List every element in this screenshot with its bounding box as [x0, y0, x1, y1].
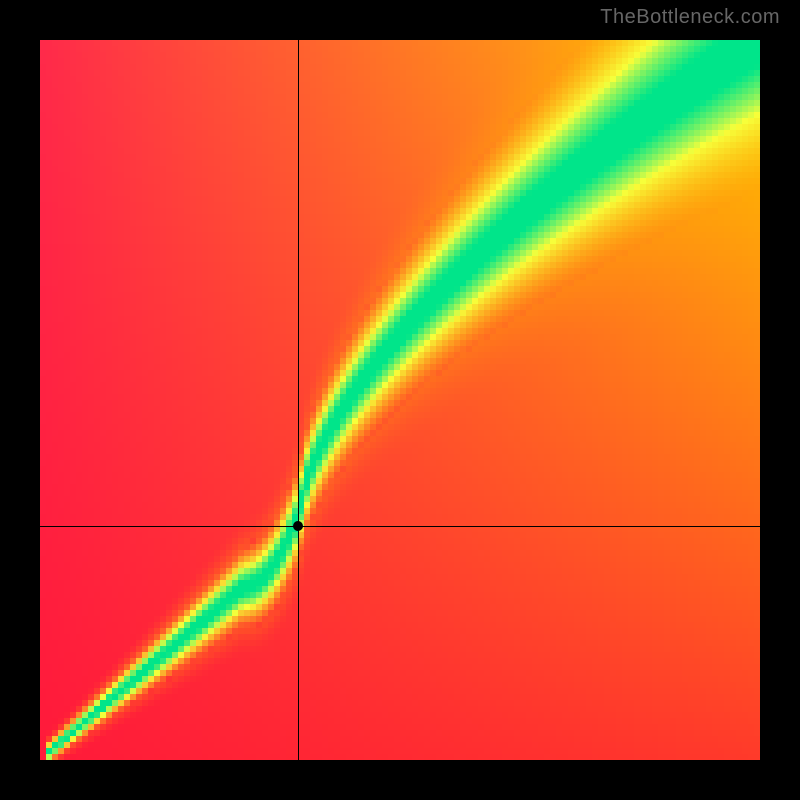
crosshair-vertical — [298, 40, 299, 760]
crosshair-horizontal — [40, 526, 760, 527]
bottleneck-heatmap — [40, 40, 760, 760]
plot-area — [40, 40, 760, 760]
watermark-text: TheBottleneck.com — [600, 6, 780, 29]
chart-container: TheBottleneck.com — [0, 0, 800, 800]
